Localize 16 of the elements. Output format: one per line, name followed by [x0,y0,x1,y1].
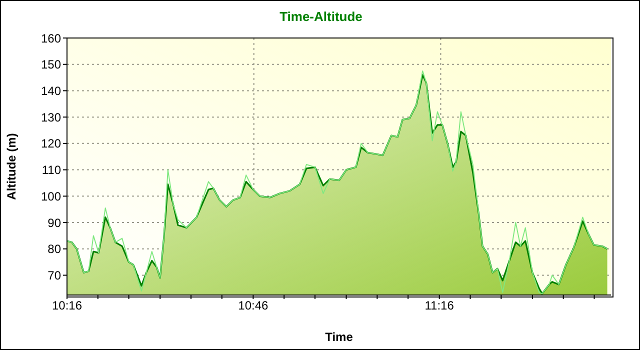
y-tick-label: 120 [40,136,62,151]
y-tick-label: 100 [40,189,62,204]
x-tick-label: 10:16 [52,298,82,313]
y-tick-label: 140 [40,84,62,98]
x-axis-title: Time [325,330,354,344]
y-tick-label: 130 [40,110,62,124]
y-axis-title: Altitude (m) [4,133,18,200]
x-tick-label: 11:16 [424,298,454,313]
y-tick-label: 70 [48,268,62,282]
y-tick-label: 110 [42,163,62,178]
chart-title: Time-Altitude [280,9,362,24]
y-tick-label: 150 [40,58,62,72]
x-tick-label: 10:46 [238,298,269,313]
y-tick-label: 160 [40,31,62,46]
y-tick-label: 90 [48,216,62,230]
y-tick-label: 80 [48,242,62,256]
